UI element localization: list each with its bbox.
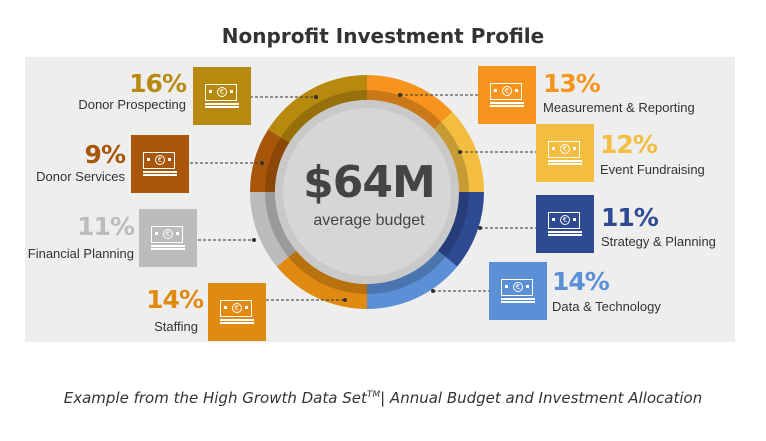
bill-corner xyxy=(552,147,555,150)
slice-inner-staffing xyxy=(288,250,367,294)
bill-stack-line xyxy=(490,102,524,104)
connector-dot xyxy=(314,95,318,99)
euro-glyph: € xyxy=(232,303,242,313)
slice-inner-data-technology xyxy=(367,250,446,294)
pct-donor-prospecting: 16% xyxy=(129,69,187,98)
pct-strategy-planning: 11% xyxy=(601,203,659,232)
euro-glyph: € xyxy=(217,87,227,97)
bill-stack-line xyxy=(501,298,535,300)
connector-dot xyxy=(343,298,347,302)
money-icon-donor-services: € xyxy=(131,135,189,193)
bill-stack-line xyxy=(151,248,185,250)
bill-stack-line xyxy=(220,319,254,321)
label-staffing: Staffing xyxy=(154,319,198,334)
money-icon-measurement-reporting: € xyxy=(478,66,536,124)
pct-event-fundraising: 12% xyxy=(600,130,658,159)
center-amount: $64M xyxy=(303,157,436,208)
bill-stack-line xyxy=(205,103,239,105)
bill-stack-line xyxy=(151,245,185,247)
connector-dot xyxy=(458,150,462,154)
pct-staffing: 14% xyxy=(146,285,204,314)
money-icon-donor-prospecting: € xyxy=(193,67,251,125)
label-donor-prospecting: Donor Prospecting xyxy=(78,97,186,112)
bill-shape: € xyxy=(548,212,580,229)
bill-shape: € xyxy=(205,84,237,101)
bill-stack-line xyxy=(548,163,582,165)
label-measurement-reporting: Measurement & Reporting xyxy=(543,100,695,115)
slice-inner-donor-prospecting xyxy=(280,90,367,143)
bill-shape: € xyxy=(220,300,252,317)
caption-suffix: | Annual Budget and Investment Allocatio… xyxy=(380,389,703,407)
bill-shape: € xyxy=(143,152,175,169)
euro-glyph: € xyxy=(502,86,512,96)
bill-stack-line xyxy=(548,231,582,233)
bill-corner xyxy=(573,218,576,221)
label-donor-services: Donor Services xyxy=(36,169,125,184)
money-icon-event-fundraising: € xyxy=(536,124,594,182)
chart-title: Nonprofit Investment Profile xyxy=(221,24,545,48)
euro-glyph: € xyxy=(513,282,523,292)
bill-corner xyxy=(245,306,248,309)
caption-trademark: TM xyxy=(366,390,381,400)
euro-glyph: € xyxy=(163,229,173,239)
caption-prefix: Example from the High Growth Data Set xyxy=(63,389,367,407)
bill-corner xyxy=(147,158,150,161)
bill-corner xyxy=(515,89,518,92)
bill-corner xyxy=(176,232,179,235)
bill-corner xyxy=(552,218,555,221)
bill-shape: € xyxy=(548,141,580,158)
label-financial-planning: Financial Planning xyxy=(27,246,134,261)
bill-shape: € xyxy=(490,83,522,100)
bill-stack-line xyxy=(548,234,582,236)
money-icon-staffing: € xyxy=(208,283,266,341)
bill-shape: € xyxy=(501,279,533,296)
pct-data-technology: 14% xyxy=(552,267,610,296)
connector-dot xyxy=(260,161,264,165)
euro-glyph: € xyxy=(155,155,165,165)
slice-inner-strategy-planning xyxy=(437,192,469,258)
bill-corner xyxy=(155,232,158,235)
bill-stack-line xyxy=(143,174,177,176)
slice-inner-donor-services xyxy=(265,137,290,192)
pct-donor-services: 9% xyxy=(84,140,126,169)
pct-measurement-reporting: 13% xyxy=(543,69,601,98)
connector-dot xyxy=(478,226,482,230)
caption: Example from the High Growth Data SetTM|… xyxy=(0,389,766,407)
bill-corner xyxy=(494,89,497,92)
bill-corner xyxy=(209,90,212,93)
bill-stack-line xyxy=(143,171,177,173)
money-icon-financial-planning: € xyxy=(139,209,197,267)
bill-stack-line xyxy=(548,160,582,162)
bill-stack-line xyxy=(220,322,254,324)
bill-corner xyxy=(526,285,529,288)
bill-stack-line xyxy=(490,105,524,107)
center-label: average budget xyxy=(313,212,425,229)
money-icon-strategy-planning: € xyxy=(536,195,594,253)
center-disk xyxy=(283,108,451,276)
bill-shape: € xyxy=(151,226,183,243)
bill-corner xyxy=(224,306,227,309)
bill-corner xyxy=(230,90,233,93)
connector-dot xyxy=(431,289,435,293)
euro-glyph: € xyxy=(560,215,570,225)
slice-inner-event-fundraising xyxy=(434,122,469,192)
bill-corner xyxy=(505,285,508,288)
money-icon-data-technology: € xyxy=(489,262,547,320)
euro-glyph: € xyxy=(560,144,570,154)
slice-inner-financial-planning xyxy=(265,192,297,258)
label-strategy-planning: Strategy & Planning xyxy=(601,234,716,249)
connector-dot xyxy=(398,93,402,97)
bill-corner xyxy=(168,158,171,161)
label-data-technology: Data & Technology xyxy=(552,299,661,314)
bill-stack-line xyxy=(501,301,535,303)
bill-corner xyxy=(573,147,576,150)
connector-dot xyxy=(252,238,256,242)
bill-stack-line xyxy=(205,106,239,108)
slice-inner-measurement-reporting xyxy=(367,90,442,130)
label-event-fundraising: Event Fundraising xyxy=(600,162,705,177)
pct-financial-planning: 11% xyxy=(77,212,135,241)
